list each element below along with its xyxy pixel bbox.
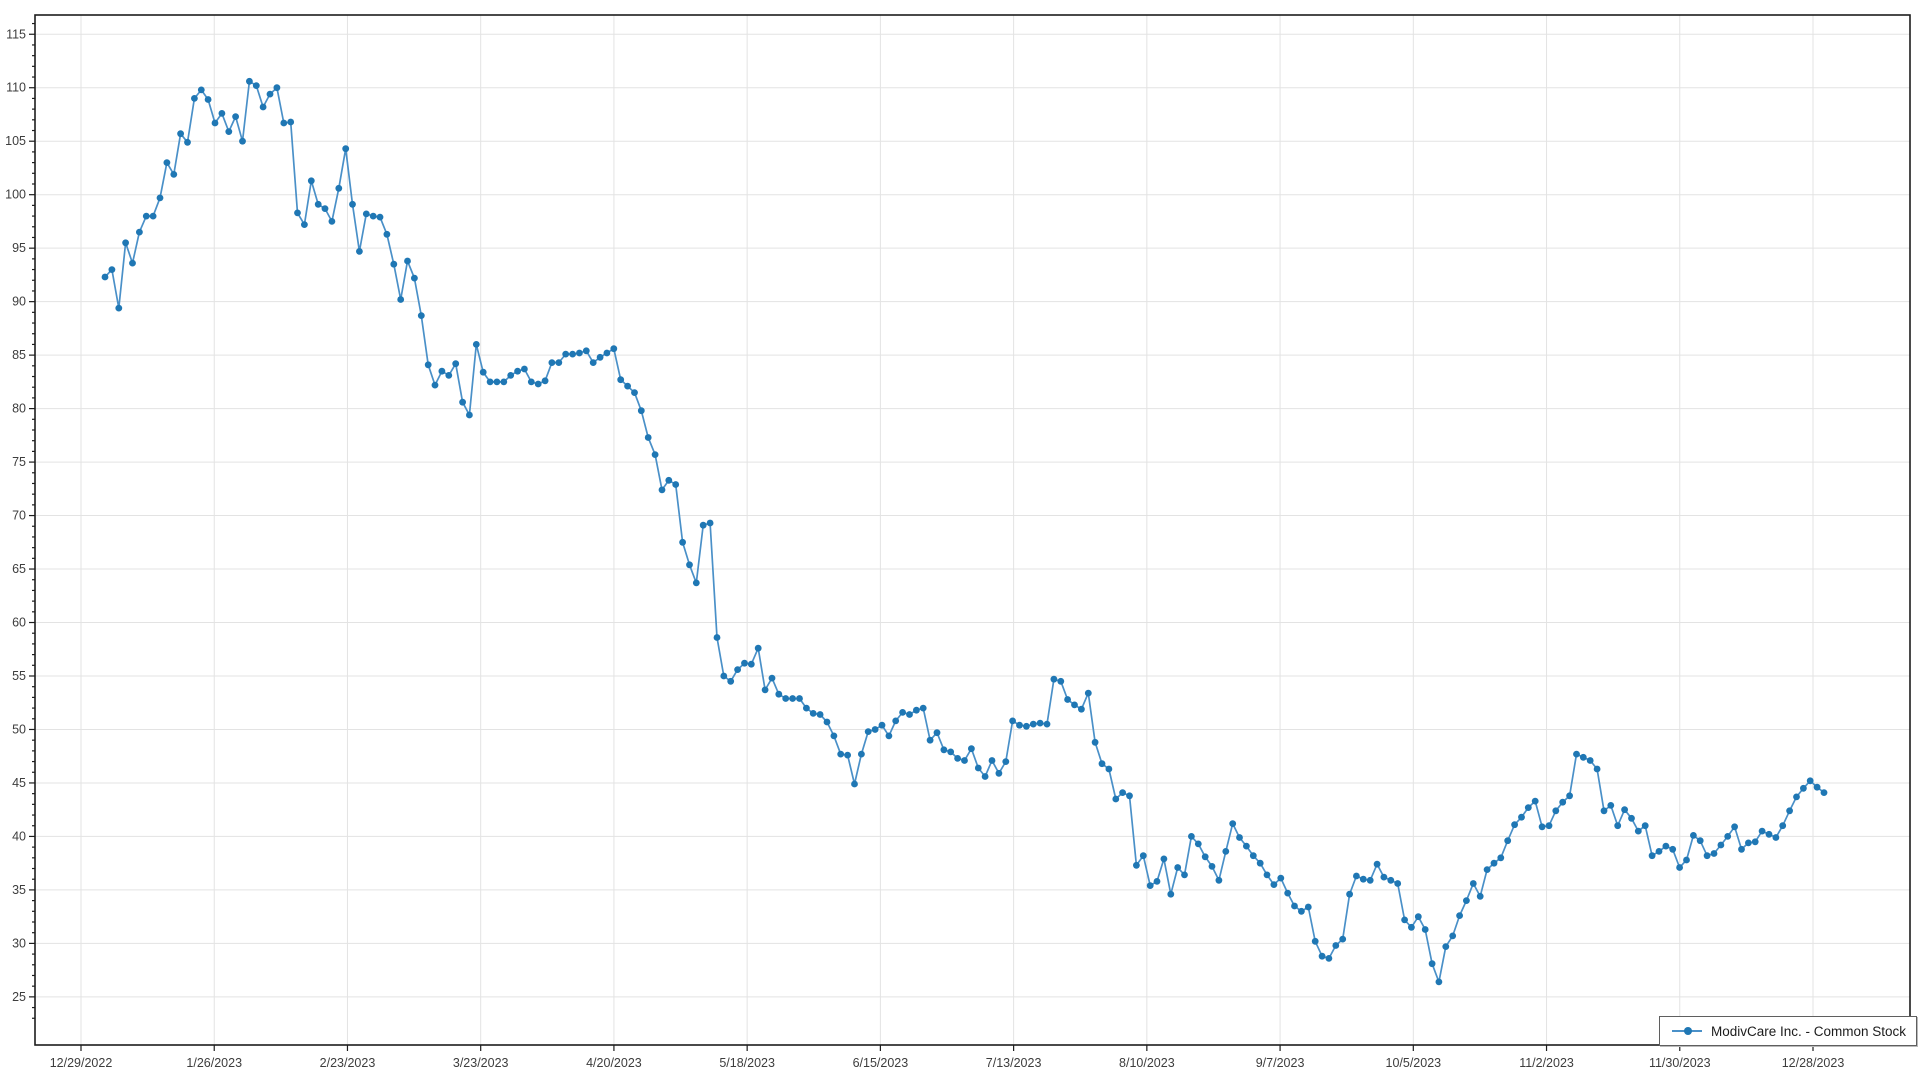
axes: 115 110 105 100 95 90 85 80 75 70 65 60 55 50 45 40 35 30… bbox=[5, 14, 1911, 1070]
svg-text:65: 65 bbox=[12, 562, 26, 576]
legend-series-label: ModivCare Inc. - Common Stock bbox=[1711, 1023, 1907, 1039]
legend: ModivCare Inc. - Common Stock bbox=[1659, 1016, 1918, 1046]
svg-text:105: 105 bbox=[5, 134, 26, 148]
svg-text:7/13/2023: 7/13/2023 bbox=[986, 1056, 1042, 1070]
svg-text:60: 60 bbox=[12, 616, 26, 630]
svg-text:5/18/2023: 5/18/2023 bbox=[719, 1056, 775, 1070]
svg-text:110: 110 bbox=[6, 81, 26, 95]
svg-text:4/20/2023: 4/20/2023 bbox=[586, 1056, 642, 1070]
svg-text:85: 85 bbox=[12, 348, 26, 362]
svg-text:2/23/2023: 2/23/2023 bbox=[320, 1056, 376, 1070]
svg-text:45: 45 bbox=[12, 776, 26, 790]
svg-text:3/23/2023: 3/23/2023 bbox=[453, 1056, 509, 1070]
svg-text:8/10/2023: 8/10/2023 bbox=[1119, 1056, 1175, 1070]
svg-text:40: 40 bbox=[12, 829, 26, 843]
svg-text:9/7/2023: 9/7/2023 bbox=[1256, 1056, 1305, 1070]
svg-text:30: 30 bbox=[12, 936, 26, 950]
svg-text:10/5/2023: 10/5/2023 bbox=[1386, 1056, 1442, 1070]
svg-text:115: 115 bbox=[6, 27, 26, 41]
price-series bbox=[101, 77, 1828, 986]
svg-text:6/15/2023: 6/15/2023 bbox=[853, 1056, 909, 1070]
svg-text:12/28/2023: 12/28/2023 bbox=[1782, 1056, 1845, 1070]
svg-text:55: 55 bbox=[12, 669, 26, 683]
svg-text:1/26/2023: 1/26/2023 bbox=[186, 1056, 242, 1070]
svg-text:35: 35 bbox=[12, 883, 26, 897]
svg-text:80: 80 bbox=[12, 402, 26, 416]
svg-text:12/29/2022: 12/29/2022 bbox=[50, 1056, 113, 1070]
svg-text:70: 70 bbox=[12, 509, 26, 523]
svg-text:50: 50 bbox=[12, 722, 26, 736]
svg-text:75: 75 bbox=[12, 455, 26, 469]
svg-text:11/30/2023: 11/30/2023 bbox=[1649, 1056, 1711, 1070]
svg-text:95: 95 bbox=[12, 241, 26, 255]
svg-text:100: 100 bbox=[5, 188, 26, 202]
grid-lines bbox=[35, 15, 1910, 1045]
svg-text:25: 25 bbox=[12, 990, 26, 1004]
legend-line-marker-icon bbox=[1672, 1026, 1702, 1036]
svg-text:11/2/2023: 11/2/2023 bbox=[1519, 1056, 1574, 1070]
svg-text:90: 90 bbox=[12, 295, 26, 309]
